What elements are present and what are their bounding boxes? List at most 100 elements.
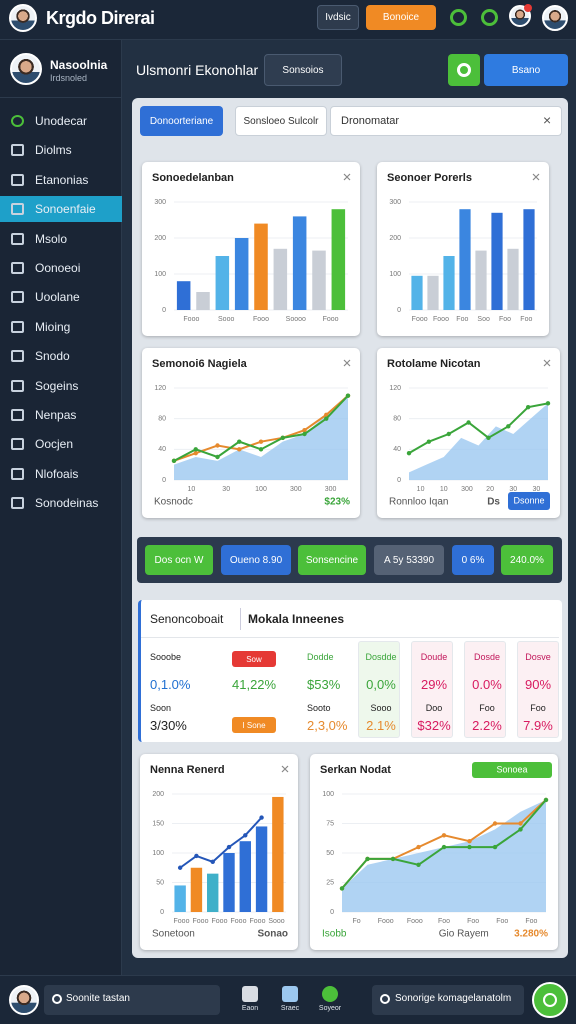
search-box[interactable]: Dronomatar × (330, 106, 562, 136)
stat-pill[interactable]: 0 6% (452, 545, 494, 575)
menu-icon (11, 144, 24, 157)
y-tick-label: 150 (152, 820, 164, 827)
search-placeholder: Sonorige komagelanatolm (395, 993, 512, 1004)
bar (174, 885, 186, 912)
bar (273, 248, 288, 310)
divider (240, 608, 241, 630)
point (492, 844, 498, 850)
y-tick-label: 300 (389, 199, 401, 206)
table-cell: Doo (425, 703, 443, 713)
menu-icon (11, 115, 24, 127)
menu-item[interactable]: Sogeins (35, 378, 79, 393)
x-tick-label: 10 (417, 486, 425, 493)
menu-icon (11, 203, 24, 216)
menu-item[interactable]: Nlofoais (35, 466, 79, 481)
bar (234, 238, 249, 310)
point (302, 427, 307, 433)
close-icon (343, 359, 351, 367)
nav-icon[interactable] (322, 986, 338, 1002)
primary-button[interactable]: Bsano (484, 54, 568, 86)
stat-pill[interactable]: Dos ocn W (145, 545, 213, 575)
nav-icon[interactable] (242, 986, 258, 1002)
menu-icon (11, 409, 24, 421)
point (345, 393, 351, 398)
search-box[interactable] (44, 985, 220, 1015)
y-tick-label: 200 (154, 235, 166, 242)
y-tick-label: 25 (326, 879, 334, 886)
table-cell: Foo (479, 703, 495, 713)
line (408, 402, 549, 455)
menu-item[interactable]: Sonoenfaie (35, 202, 96, 217)
menu-item[interactable]: Diolms (35, 143, 72, 158)
stat-pill[interactable]: A 5y 53390 (374, 545, 444, 575)
menu-icon (11, 320, 24, 333)
stat-pill[interactable]: Sonsencine (298, 545, 366, 575)
avatar (9, 4, 37, 32)
menu-item[interactable]: Oocjen (35, 437, 74, 452)
footer-button-label: Dsonne (513, 495, 544, 505)
top-bar (0, 0, 576, 40)
icon-button[interactable] (481, 9, 498, 26)
bar (292, 216, 307, 310)
stat-pill[interactable]: Oueno 8.90 (221, 545, 291, 575)
primary-button[interactable]: Bonoice (366, 5, 436, 30)
y-tick-label: 0 (397, 477, 401, 484)
bar (459, 209, 471, 310)
divider (141, 637, 559, 638)
menu-item[interactable]: Etanonias (35, 172, 89, 187)
x-tick-label: Fooo (183, 316, 199, 323)
bar (427, 275, 439, 310)
dropdown[interactable]: Sonsoios (264, 54, 342, 86)
menu-item[interactable]: Snodo (35, 349, 70, 364)
y-tick-label: 300 (154, 199, 166, 206)
x-tick-label: 20 (486, 486, 494, 493)
menu-item[interactable]: Mioing (35, 319, 71, 334)
notification-dot (524, 4, 532, 12)
table-cell: Sooo (370, 703, 392, 713)
table-cell: 2.1% (366, 718, 396, 733)
area (409, 403, 548, 480)
bar (491, 212, 503, 310)
avatar (542, 5, 568, 31)
icon-button[interactable] (450, 9, 467, 26)
point (441, 833, 447, 838)
menu-item[interactable]: Nenpas (35, 408, 77, 422)
point (215, 443, 220, 448)
footer-button[interactable] (508, 492, 550, 510)
chart-card: Seonoer Porerls 0 100 200 300 Fooo Fooo Foo Soo F… (377, 162, 549, 336)
search-box[interactable] (372, 985, 524, 1015)
y-tick-label: 50 (326, 850, 334, 857)
tab[interactable]: Donoorteriane (140, 106, 223, 136)
point (406, 450, 412, 456)
menu-item[interactable]: Sonodeinas (35, 496, 99, 511)
footer-label: Kosnodc (154, 497, 193, 508)
menu-item[interactable]: Unodecar (35, 114, 88, 128)
point (446, 431, 451, 437)
menu-item[interactable]: Oonoeoi (35, 261, 81, 275)
point (226, 844, 232, 850)
menu-item[interactable]: Msolo (35, 231, 68, 246)
table-cell: 0,1.0% (150, 677, 191, 692)
bar (239, 841, 251, 912)
toolbar-button[interactable]: Ivdsic (317, 5, 359, 30)
point (466, 420, 471, 425)
x-tick-label: 100 (255, 486, 267, 493)
point (441, 844, 447, 850)
chart-card: Semonoi6 Nagiela 0 40 80 120 10 30 100 300 300 Kos… (142, 348, 360, 518)
cell-box (411, 641, 453, 738)
x-tick-label: Foo (520, 316, 532, 323)
y-tick-label: 100 (152, 850, 164, 857)
bar (176, 281, 191, 310)
y-tick-label: 100 (322, 791, 334, 798)
menu-item[interactable]: Uoolane (35, 290, 80, 305)
menu-highlight (0, 196, 122, 223)
nav-icon[interactable] (282, 986, 298, 1002)
x-tick-label: Fooo (407, 918, 423, 925)
tab[interactable]: Sonsloeo Sulcolr (235, 106, 327, 136)
point (194, 853, 199, 859)
chart-card: Rotolame Nicotan 0 40 80 120 10 10 300 20 30 30 Ron… (377, 348, 560, 518)
y-tick-label: 40 (158, 446, 166, 453)
table-cell: Dosde (473, 652, 500, 662)
stat-pill[interactable]: 240.0% (501, 545, 553, 575)
table-cell: 0.0% (472, 677, 502, 692)
